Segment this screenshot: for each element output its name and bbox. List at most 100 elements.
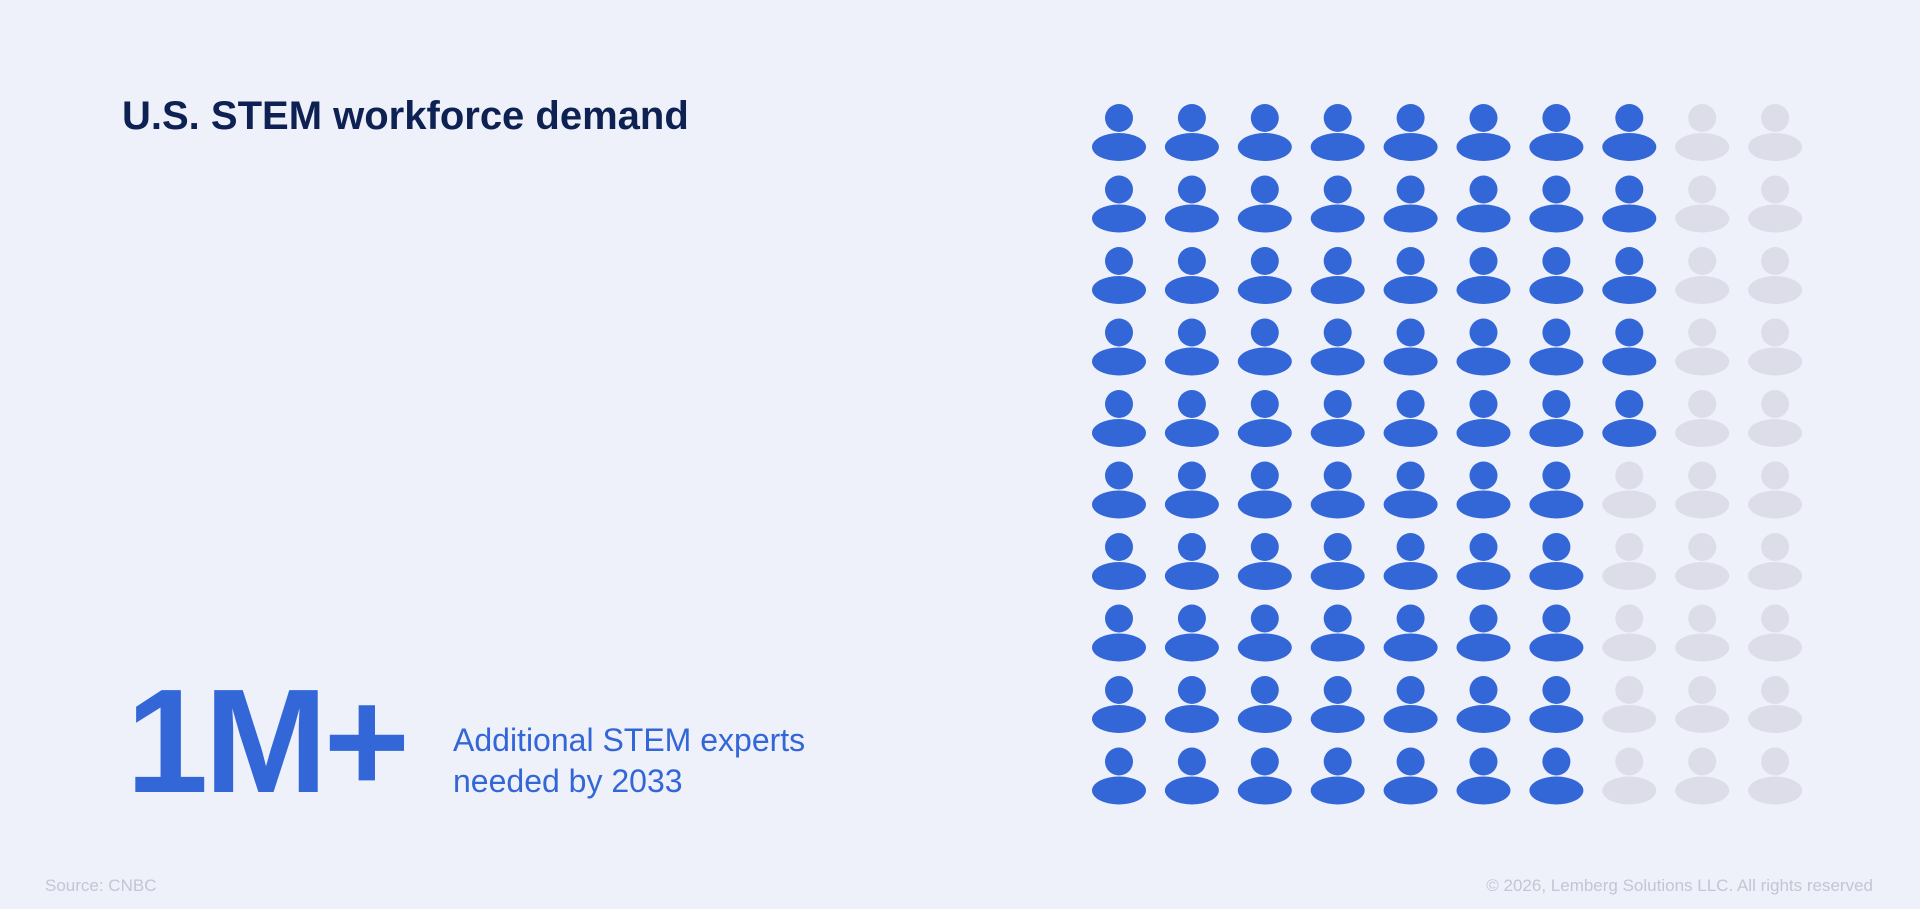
icon-body bbox=[1675, 419, 1730, 448]
person-icon-filled bbox=[1164, 390, 1219, 448]
icon-head bbox=[1177, 676, 1206, 704]
icon-head bbox=[1469, 318, 1498, 347]
icon-head bbox=[1688, 461, 1717, 490]
icon-head bbox=[1396, 318, 1425, 347]
person-icon-filled bbox=[1383, 747, 1438, 805]
icon-head bbox=[1542, 461, 1571, 490]
icon-head bbox=[1177, 318, 1206, 347]
icon-head bbox=[1469, 247, 1498, 275]
icon-body bbox=[1529, 776, 1584, 805]
icon-body bbox=[1456, 776, 1511, 805]
icon-head bbox=[1250, 247, 1279, 275]
person-icon-filled bbox=[1529, 175, 1584, 233]
icon-body bbox=[1602, 562, 1657, 591]
icon-body bbox=[1675, 133, 1730, 161]
person-icon-filled bbox=[1164, 604, 1219, 662]
person-icon-filled bbox=[1237, 747, 1292, 805]
person-icon-filled bbox=[1310, 318, 1365, 376]
person-icon-filled bbox=[1237, 604, 1292, 662]
icon-body bbox=[1164, 276, 1219, 304]
icon-body bbox=[1529, 490, 1584, 519]
person-icon-filled bbox=[1164, 676, 1219, 733]
icon-head bbox=[1542, 390, 1571, 418]
icon-head bbox=[1396, 104, 1425, 132]
icon-body bbox=[1383, 705, 1438, 733]
person-icon-empty bbox=[1675, 104, 1730, 161]
icon-body bbox=[1675, 705, 1730, 733]
icon-body bbox=[1164, 705, 1219, 733]
icon-head bbox=[1177, 533, 1206, 561]
person-icon-filled bbox=[1164, 318, 1219, 376]
person-icon-empty bbox=[1748, 390, 1803, 448]
icon-head bbox=[1323, 747, 1352, 776]
icon-head bbox=[1761, 318, 1790, 347]
icon-head bbox=[1761, 390, 1790, 418]
icon-body bbox=[1456, 490, 1511, 519]
icon-head bbox=[1323, 461, 1352, 490]
person-icon-filled bbox=[1310, 104, 1365, 161]
person-icon-empty bbox=[1602, 461, 1657, 519]
person-icon-filled bbox=[1602, 104, 1657, 161]
icon-body bbox=[1237, 133, 1292, 161]
person-icon-empty bbox=[1748, 318, 1803, 376]
icon-body bbox=[1164, 204, 1219, 233]
icon-head bbox=[1761, 175, 1790, 204]
icon-head bbox=[1469, 747, 1498, 776]
icon-body bbox=[1602, 276, 1657, 304]
copyright: © 2026, Lemberg Solutions LLC. All right… bbox=[1486, 876, 1873, 895]
icon-body bbox=[1456, 705, 1511, 733]
icon-head bbox=[1105, 390, 1133, 418]
person-icon-filled bbox=[1164, 104, 1219, 161]
person-icon-empty bbox=[1675, 318, 1730, 376]
person-icon-filled bbox=[1237, 533, 1292, 591]
person-icon-filled bbox=[1310, 461, 1365, 519]
icon-head bbox=[1469, 461, 1498, 490]
person-icon-filled bbox=[1237, 676, 1292, 733]
icon-body bbox=[1602, 490, 1657, 519]
icon-body bbox=[1164, 776, 1219, 805]
icon-body bbox=[1529, 419, 1584, 448]
person-icon-filled bbox=[1529, 533, 1584, 591]
icon-body bbox=[1092, 347, 1146, 376]
icon-head bbox=[1469, 390, 1498, 418]
person-icon-filled bbox=[1529, 747, 1584, 805]
icon-head bbox=[1105, 533, 1133, 561]
person-icon-filled bbox=[1310, 533, 1365, 591]
person-icon-filled bbox=[1383, 604, 1438, 662]
person-icon-filled bbox=[1602, 390, 1657, 448]
icon-head bbox=[1761, 104, 1790, 132]
icon-head bbox=[1688, 533, 1717, 561]
icon-head bbox=[1177, 461, 1206, 490]
icon-body bbox=[1383, 419, 1438, 448]
icon-body bbox=[1748, 776, 1803, 805]
person-icon-filled bbox=[1237, 390, 1292, 448]
icon-body bbox=[1092, 419, 1146, 447]
person-icon-filled bbox=[1310, 747, 1365, 805]
person-icon-filled bbox=[1310, 390, 1365, 448]
icon-head bbox=[1323, 676, 1352, 704]
icon-head bbox=[1542, 104, 1571, 132]
icon-body bbox=[1748, 633, 1803, 662]
icon-body bbox=[1675, 776, 1730, 805]
icon-head bbox=[1105, 676, 1133, 704]
icon-body bbox=[1092, 705, 1146, 733]
icon-head bbox=[1177, 390, 1206, 418]
person-icon-filled bbox=[1383, 318, 1438, 376]
icon-head bbox=[1250, 104, 1279, 132]
icon-body bbox=[1383, 490, 1438, 519]
person-icon-filled bbox=[1456, 533, 1511, 591]
icon-body bbox=[1237, 490, 1292, 519]
person-icon-empty bbox=[1748, 247, 1803, 304]
icon-head bbox=[1615, 318, 1644, 347]
person-icon-empty bbox=[1675, 390, 1730, 448]
person-icon-filled bbox=[1529, 676, 1584, 733]
person-icon-filled bbox=[1383, 175, 1438, 233]
icon-head bbox=[1105, 175, 1133, 204]
icon-body bbox=[1456, 633, 1511, 662]
icon-head bbox=[1105, 318, 1133, 347]
icon-head bbox=[1615, 104, 1644, 132]
icon-head bbox=[1615, 604, 1644, 633]
icon-body bbox=[1602, 776, 1657, 805]
icon-head bbox=[1761, 604, 1790, 633]
icon-head bbox=[1396, 604, 1425, 633]
